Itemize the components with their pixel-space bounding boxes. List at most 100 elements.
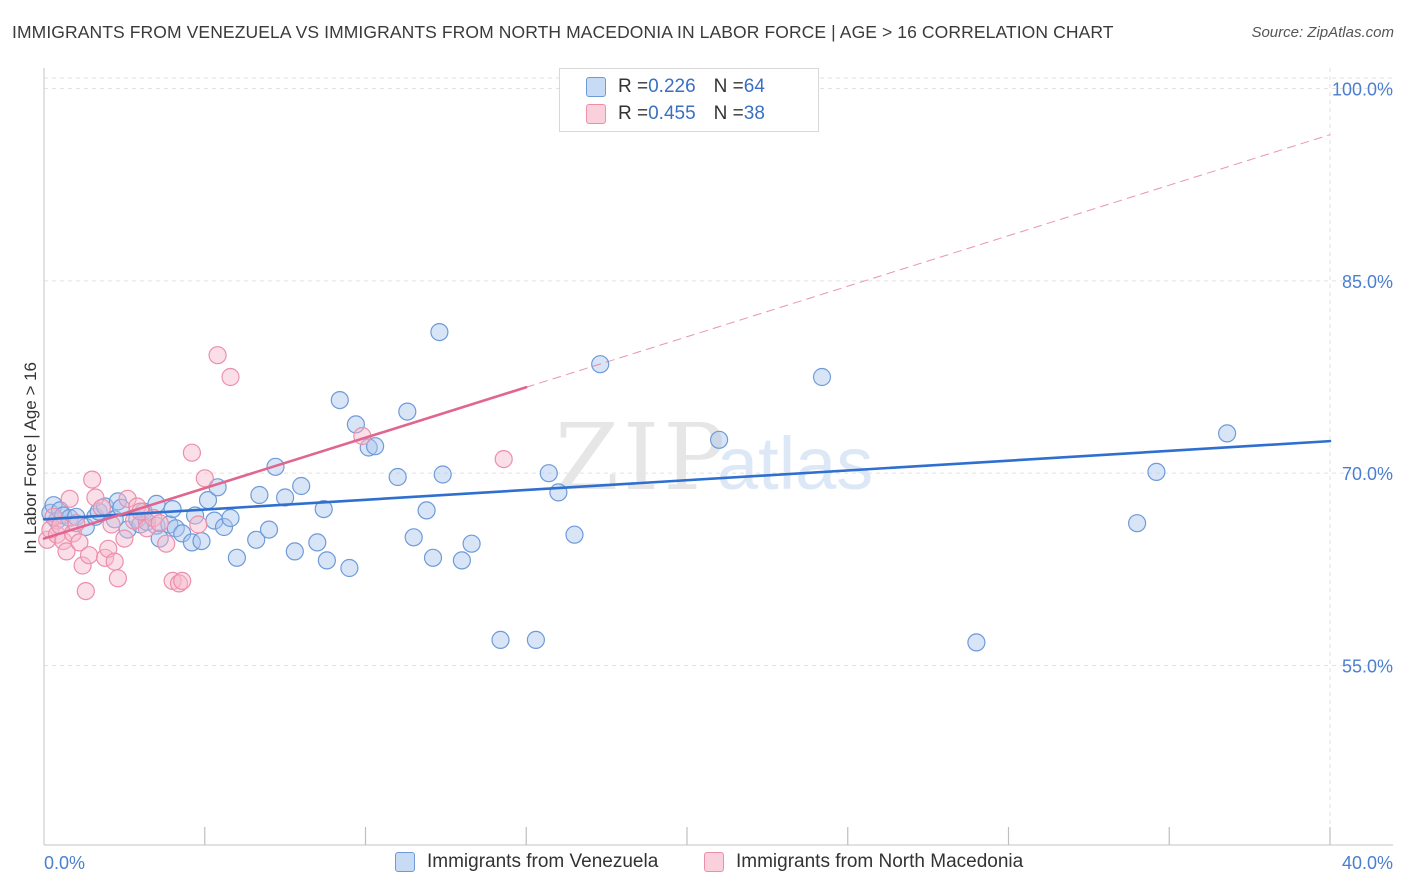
label-layer: 100.0% 85.0% 70.0% 55.0% 0.0% 40.0% bbox=[44, 80, 1393, 873]
venezuela-point bbox=[340, 558, 359, 578]
bottom-legend-label-venezuela: Immigrants from Venezuela bbox=[427, 851, 659, 872]
north-macedonia-point bbox=[182, 443, 201, 462]
north-macedonia-point bbox=[92, 498, 112, 517]
venezuela-point bbox=[346, 415, 365, 434]
venezuela-point bbox=[398, 402, 417, 421]
north-macedonia-point bbox=[221, 367, 240, 387]
y-tick-label: 85.0% bbox=[1342, 272, 1393, 292]
y-axis-label: In Labor Force | Age > 16 bbox=[21, 362, 40, 554]
venezuela-point bbox=[285, 542, 304, 561]
legend: R = 0.226 N = 64 R = 0.455 N = 38 bbox=[559, 68, 819, 132]
venezuela-point bbox=[491, 630, 510, 650]
north-macedonia-point bbox=[86, 488, 105, 507]
venezuela-point bbox=[247, 530, 266, 549]
north-macedonia-point bbox=[60, 489, 79, 508]
venezuela-point bbox=[1127, 514, 1147, 533]
y-tick-label: 55.0% bbox=[1342, 656, 1393, 676]
legend-n-value: 38 bbox=[743, 103, 765, 124]
venezuela-point bbox=[404, 528, 423, 547]
venezuela-point bbox=[452, 551, 471, 570]
legend-n-value: 64 bbox=[743, 76, 765, 97]
chart-title: IMMIGRANTS FROM VENEZUELA VS IMMIGRANTS … bbox=[12, 22, 1114, 42]
legend-r-label: R = bbox=[618, 103, 649, 124]
venezuela-point bbox=[359, 438, 378, 457]
venezuela-point bbox=[812, 367, 832, 387]
north-macedonia-point bbox=[79, 546, 99, 565]
venezuela-point bbox=[430, 323, 449, 342]
venezuela-point bbox=[250, 485, 269, 505]
venezuela-point bbox=[276, 488, 295, 507]
north-macedonia-point bbox=[57, 542, 76, 561]
legend-n-label: N = bbox=[713, 103, 744, 124]
legend-r-value: 0.455 bbox=[648, 103, 696, 124]
north-macedonia-point bbox=[76, 581, 95, 601]
venezuela-point bbox=[565, 525, 584, 544]
north-macedonia-point bbox=[115, 529, 134, 548]
venezuela-point bbox=[292, 476, 311, 496]
bottom-legend-label-north-macedonia: Immigrants from North Macedonia bbox=[736, 851, 1024, 872]
watermark: ZIP atlas bbox=[555, 404, 873, 511]
bottom-legend: Immigrants from Venezuela Immigrants fro… bbox=[0, 851, 1406, 877]
north-macedonia-point bbox=[83, 470, 102, 489]
north-macedonia-trend-line bbox=[42, 385, 528, 540]
north-macedonia-point bbox=[157, 534, 176, 553]
x-tick-label: 0.0% bbox=[44, 853, 85, 873]
bottom-legend-north-macedonia: Immigrants from North Macedonia bbox=[704, 851, 1023, 873]
bottom-legend-venezuela: Immigrants from Venezuela bbox=[395, 851, 658, 873]
bottom-legend-swatch-pink bbox=[704, 852, 724, 872]
venezuela-point bbox=[539, 464, 558, 483]
legend-row-north-macedonia: R = 0.455 N = 38 bbox=[586, 102, 765, 126]
north-macedonia-point bbox=[173, 571, 192, 591]
north-macedonia-point bbox=[150, 514, 169, 533]
legend-row-venezuela: R = 0.226 N = 64 bbox=[586, 75, 765, 99]
venezuela-point bbox=[417, 501, 436, 520]
venezuela-point bbox=[462, 534, 481, 553]
venezuela-point bbox=[317, 551, 336, 570]
north-macedonia-point bbox=[70, 533, 89, 552]
source-label: Source: ZipAtlas.com bbox=[1251, 24, 1394, 41]
venezuela-point bbox=[314, 500, 333, 519]
venezuela-point bbox=[259, 520, 279, 539]
north-macedonia-point bbox=[105, 552, 124, 571]
north-macedonia-point bbox=[108, 569, 128, 588]
venezuela-point bbox=[1147, 462, 1166, 481]
venezuela-point bbox=[330, 391, 349, 410]
venezuela-point bbox=[308, 533, 327, 552]
venezuela-point bbox=[388, 467, 407, 487]
trend-layer bbox=[42, 134, 1332, 540]
legend-r-label: R = bbox=[618, 76, 649, 97]
venezuela-point bbox=[1217, 424, 1237, 443]
legend-swatch-pink bbox=[586, 104, 606, 124]
venezuela-point bbox=[182, 533, 201, 552]
legend-r-value: 0.226 bbox=[648, 76, 696, 97]
north-macedonia-point bbox=[169, 574, 189, 593]
y-tick-label: 100.0% bbox=[1332, 80, 1393, 100]
venezuela-point bbox=[221, 508, 240, 528]
venezuela-point bbox=[967, 633, 986, 652]
x-tick-label: 40.0% bbox=[1342, 853, 1393, 873]
y-tick-label: 70.0% bbox=[1342, 464, 1393, 484]
north-macedonia-point bbox=[118, 489, 137, 508]
venezuela-point bbox=[709, 430, 729, 449]
venezuela-trend-line bbox=[42, 439, 1332, 521]
venezuela-point bbox=[163, 500, 182, 519]
north-macedonia-point bbox=[73, 556, 92, 575]
legend-swatch-blue bbox=[586, 77, 606, 97]
north-macedonia-point bbox=[208, 346, 227, 365]
north-macedonia-point bbox=[494, 450, 513, 469]
axis-layer bbox=[43, 68, 1393, 846]
venezuela-point bbox=[366, 437, 385, 456]
north-macedonia-point bbox=[44, 507, 63, 526]
venezuela-point bbox=[433, 465, 452, 484]
north-macedonia-point bbox=[195, 469, 214, 488]
north-macedonia-trend-extension bbox=[525, 134, 1331, 388]
venezuela-point bbox=[227, 548, 246, 567]
venezuela-point bbox=[423, 548, 443, 567]
venezuela-point bbox=[526, 630, 546, 650]
watermark-zip: ZIP bbox=[555, 404, 729, 511]
venezuela-point bbox=[192, 531, 211, 551]
venezuela-point bbox=[214, 517, 234, 537]
bottom-legend-swatch-blue bbox=[395, 852, 415, 872]
north-macedonia-point bbox=[189, 515, 208, 534]
